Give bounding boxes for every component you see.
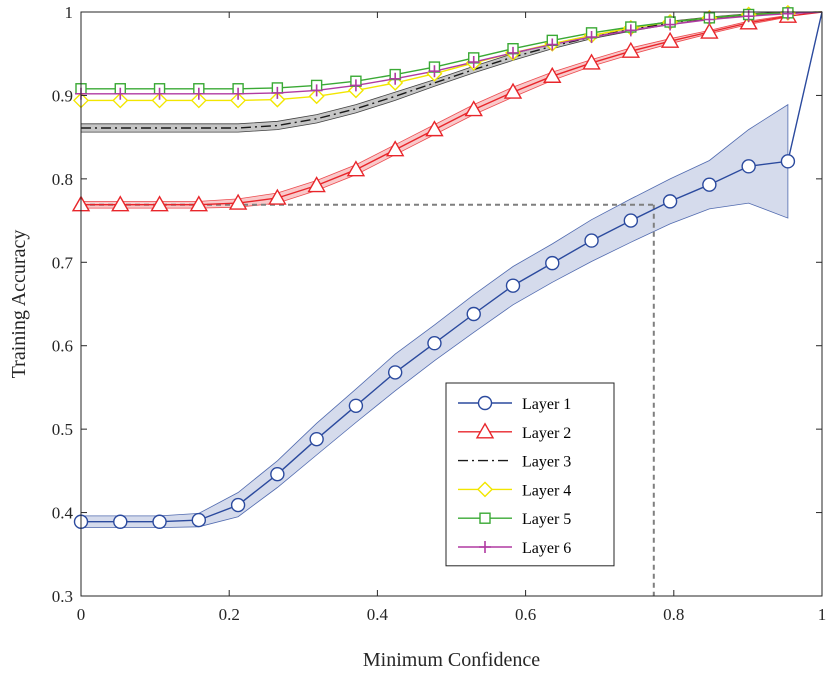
data-point-layer-1 — [505, 278, 521, 293]
y-axis-label: Training Accuracy — [8, 230, 30, 379]
x-tick-label: 0.2 — [219, 605, 240, 624]
data-point-layer-6 — [585, 31, 598, 44]
data-point-layer-2 — [385, 140, 405, 157]
data-point-layer-6 — [467, 56, 480, 69]
legend-marker-layer-6 — [479, 541, 491, 553]
y-tick-label: 0.4 — [52, 504, 74, 523]
data-point-layer-1 — [780, 154, 796, 169]
data-point-layer-1 — [191, 512, 207, 528]
y-tick-label: 0.9 — [52, 86, 73, 105]
x-axis-label: Minimum Confidence — [363, 649, 540, 671]
data-point-layer-6 — [349, 79, 362, 92]
band-layer-1 — [80, 103, 789, 528]
data-point-layer-1 — [545, 255, 560, 271]
x-tick-label: 0 — [77, 605, 86, 624]
data-point-layer-4 — [151, 92, 168, 109]
data-point-layer-1 — [387, 365, 403, 380]
series-line-layer-6 — [81, 11, 823, 95]
data-point-layer-1 — [152, 514, 167, 529]
plot-area-frame — [80, 11, 823, 597]
legend-label-layer-1: Layer 1 — [522, 396, 571, 413]
x-tick-labels: 0 0.2 0.4 0.6 0.8 1 — [77, 605, 827, 624]
data-point-layer-2 — [464, 100, 483, 117]
data-point-layer-1 — [741, 159, 756, 174]
data-point-layer-2 — [425, 120, 444, 137]
data-point-layer-1 — [348, 398, 364, 413]
legend-marker-layer-4 — [477, 481, 493, 498]
data-point-layer-6 — [232, 87, 245, 100]
data-point-layer-1 — [623, 213, 639, 228]
legend-box — [445, 382, 615, 567]
y-tick-labels: 0.3 0.4 0.5 0.6 0.7 0.8 0.9 1 — [52, 3, 74, 606]
legend: Layer 1 Layer 2 Layer 3 Layer 4 Layer 5 Layer… — [445, 382, 615, 567]
legend-marker-layer-5 — [479, 512, 491, 524]
data-point-layer-6 — [507, 46, 520, 59]
data-point-layer-2 — [346, 160, 366, 177]
data-point-layer-1 — [702, 177, 717, 192]
data-point-layer-2 — [503, 82, 523, 99]
data-point-layer-6 — [546, 38, 559, 51]
y-tick-label: 0.3 — [52, 587, 73, 606]
legend-label-layer-6: Layer 6 — [522, 540, 571, 557]
data-point-layer-1 — [309, 431, 324, 447]
y-tick-label: 0.7 — [52, 253, 74, 272]
legend-marker-layer-2 — [475, 422, 495, 439]
data-point-layer-1 — [427, 336, 442, 351]
data-point-layer-4 — [230, 92, 247, 109]
x-tick-label: 0.6 — [515, 605, 536, 624]
data-point-layer-1 — [230, 497, 246, 513]
data-point-layer-6 — [781, 7, 794, 20]
series-markers — [71, 4, 798, 529]
series-line-layer-2 — [81, 11, 823, 206]
data-point-layer-1 — [270, 466, 285, 482]
legend-marker-layer-1 — [477, 395, 493, 411]
guide-lines — [81, 203, 655, 596]
data-point-layer-1 — [466, 306, 481, 322]
legend-label-layer-5: Layer 5 — [522, 511, 571, 528]
data-point-layer-6 — [114, 87, 127, 100]
series-line-layer-3 — [81, 11, 823, 129]
data-point-layer-2 — [582, 53, 601, 70]
legend-label-layer-2: Layer 2 — [522, 425, 571, 442]
data-point-layer-6 — [192, 87, 205, 100]
y-tick-label: 0.8 — [52, 170, 73, 189]
data-point-layer-1 — [662, 194, 678, 209]
y-tick-label: 0.5 — [52, 420, 73, 439]
data-point-layer-2 — [543, 66, 562, 83]
data-point-layer-1 — [584, 233, 599, 248]
y-tick-label: 0.6 — [52, 337, 73, 356]
data-point-layer-2 — [660, 31, 680, 48]
data-point-layer-2 — [700, 22, 719, 39]
legend-label-layer-4: Layer 4 — [522, 482, 571, 499]
data-point-layer-2 — [621, 41, 641, 58]
data-point-layer-6 — [624, 24, 637, 37]
data-point-layer-1 — [113, 514, 128, 529]
data-point-layer-6 — [271, 86, 284, 99]
data-point-layer-2 — [228, 193, 248, 210]
data-point-layer-6 — [310, 84, 323, 97]
data-point-layer-6 — [153, 87, 166, 100]
data-point-layer-6 — [389, 72, 402, 85]
x-tick-label: 1 — [818, 605, 827, 624]
data-point-layer-2 — [268, 188, 287, 205]
data-point-layer-2 — [189, 195, 209, 212]
y-tick-label: 1 — [65, 3, 74, 22]
data-point-layer-2 — [150, 195, 169, 212]
data-point-layer-6 — [428, 65, 441, 78]
data-point-layer-4 — [190, 92, 207, 109]
data-point-layer-6 — [703, 13, 716, 26]
legend-label-layer-3: Layer 3 — [522, 454, 571, 471]
data-point-layer-4 — [112, 92, 129, 109]
data-point-layer-4 — [269, 91, 286, 108]
data-point-layer-2 — [111, 195, 130, 212]
x-tick-label: 0.8 — [663, 605, 684, 624]
data-point-layer-2 — [307, 176, 326, 193]
data-point-layer-6 — [664, 18, 677, 31]
axis-ticks — [80, 11, 823, 597]
x-tick-label: 0.4 — [367, 605, 389, 624]
